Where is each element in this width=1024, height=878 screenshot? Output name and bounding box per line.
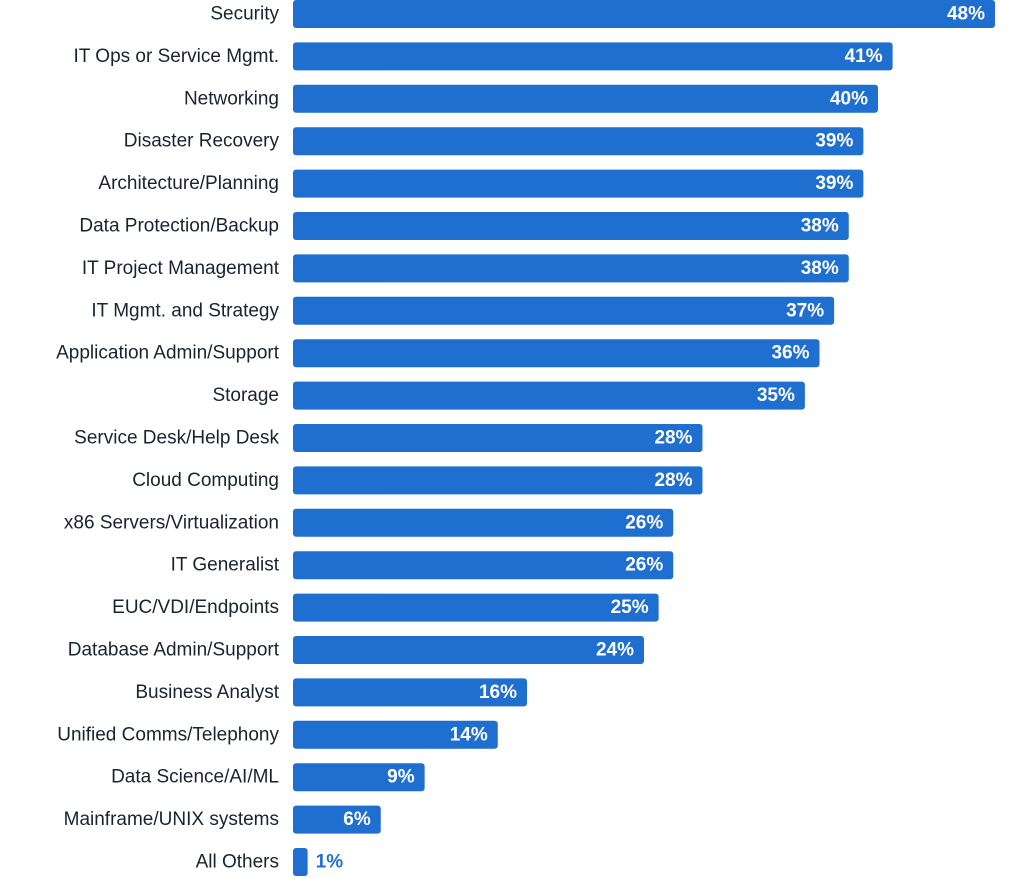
bar [293, 720, 498, 749]
value-label: 28% [654, 470, 692, 491]
bar [293, 678, 527, 707]
category-label: x86 Servers/Virtualization [64, 512, 279, 533]
value-label: 39% [815, 131, 853, 152]
category-label: Application Admin/Support [56, 343, 280, 364]
value-label: 14% [450, 724, 488, 745]
category-label: Networking [184, 88, 279, 109]
category-label: Database Admin/Support [68, 640, 280, 661]
bar [293, 763, 425, 792]
category-label: EUC/VDI/Endpoints [112, 597, 279, 618]
value-label: 1% [316, 852, 344, 873]
category-label: IT Project Management [82, 258, 280, 279]
value-label: 26% [625, 512, 663, 533]
category-label: IT Generalist [171, 555, 280, 576]
value-label: 38% [801, 216, 839, 237]
value-label: 6% [343, 809, 371, 830]
value-label: 38% [801, 258, 839, 279]
value-label: 41% [845, 46, 883, 67]
bar [293, 508, 674, 537]
value-label: 16% [479, 682, 517, 703]
bar [293, 593, 659, 622]
bar [293, 84, 878, 113]
category-label: Cloud Computing [132, 470, 279, 491]
bar [293, 254, 849, 283]
bar [293, 551, 674, 580]
category-label: Architecture/Planning [98, 173, 279, 194]
category-label: Service Desk/Help Desk [74, 428, 279, 449]
category-label: Business Analyst [135, 682, 279, 703]
value-label: 25% [611, 597, 649, 618]
bar [293, 212, 849, 240]
bar [293, 339, 820, 368]
value-label: 39% [815, 173, 853, 194]
value-label: 48% [947, 4, 985, 25]
bar [293, 42, 893, 71]
value-label: 9% [387, 767, 415, 788]
value-label: 36% [771, 343, 809, 364]
bar [293, 848, 308, 876]
category-label: Data Protection/Backup [79, 216, 279, 237]
category-label: IT Ops or Service Mgmt. [73, 46, 279, 67]
category-label: All Others [196, 852, 279, 873]
category-label: Mainframe/UNIX systems [64, 809, 279, 830]
category-label: Storage [212, 385, 279, 406]
value-label: 35% [757, 385, 795, 406]
bar [293, 0, 995, 28]
value-label: 26% [625, 555, 663, 576]
value-label: 40% [830, 88, 868, 109]
value-label: 28% [654, 428, 692, 449]
bar [293, 466, 703, 495]
value-label: 37% [786, 300, 824, 321]
value-label: 24% [596, 640, 634, 661]
category-label: Data Science/AI/ML [111, 767, 279, 788]
category-label: Disaster Recovery [124, 131, 280, 152]
category-label: Unified Comms/Telephony [57, 724, 279, 745]
bar [293, 169, 864, 198]
bar [293, 381, 805, 410]
bar [293, 424, 703, 452]
bar [293, 805, 381, 834]
category-label: IT Mgmt. and Strategy [91, 300, 279, 321]
category-label: Security [210, 4, 279, 25]
bar [293, 127, 864, 156]
bar [293, 636, 644, 664]
bar [293, 296, 835, 325]
